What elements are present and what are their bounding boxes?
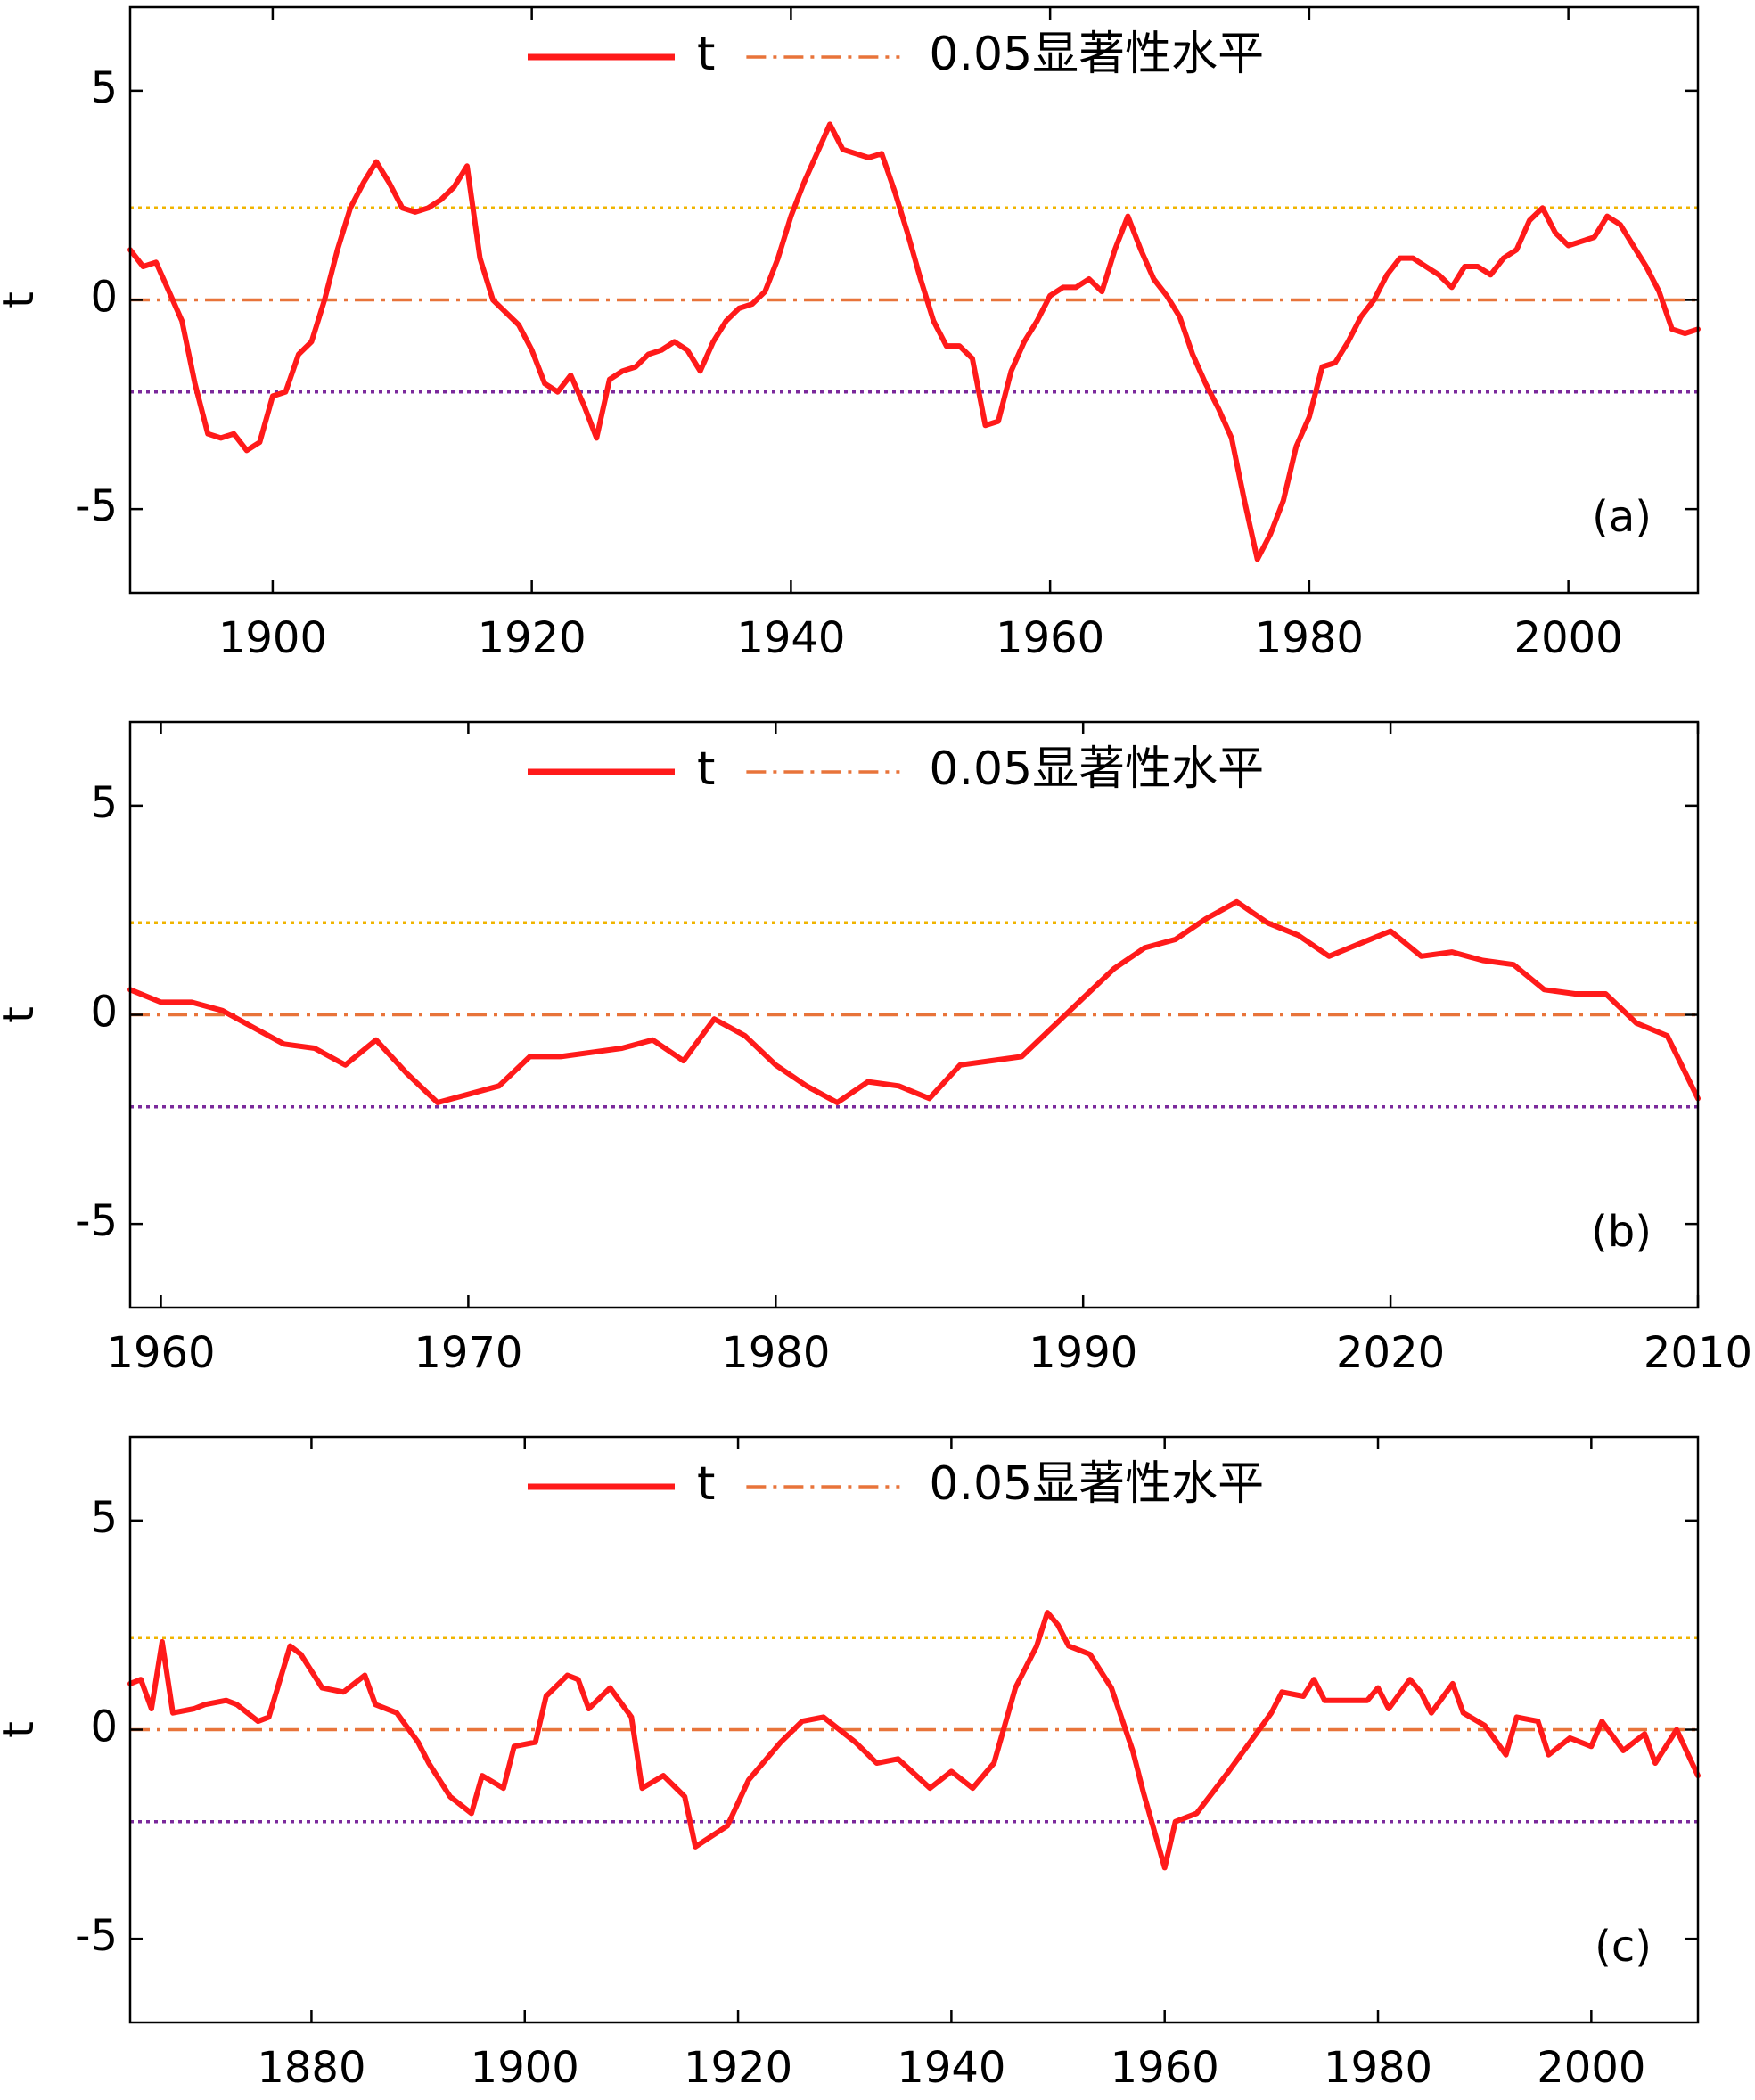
data-line: [127, 121, 1701, 562]
x-tick-label: 1980: [721, 1328, 830, 1378]
panel-label: (c): [1595, 1922, 1652, 1972]
panel-label: (b): [1591, 1207, 1652, 1257]
x-tick-label: 1940: [736, 613, 845, 663]
x-tick-label: 1960: [1111, 2043, 1219, 2093]
y-tick-label: 5: [90, 63, 118, 113]
y-tick-label: 5: [90, 1493, 118, 1543]
legend-text: t: [697, 28, 715, 81]
legend-text: 0.05显著性水平: [929, 1457, 1264, 1511]
y-tick-label: -5: [75, 1196, 118, 1246]
x-tick-label: 1940: [897, 2043, 1005, 2093]
x-tick-label: 1900: [218, 613, 327, 663]
x-tick-label: 2020: [1336, 1328, 1445, 1378]
y-axis-label: t: [0, 1006, 44, 1023]
x-tick-label: 1960: [106, 1328, 215, 1378]
y-tick-label: 5: [90, 778, 118, 828]
y-tick-label: 0: [90, 273, 118, 323]
x-tick-label: 1970: [414, 1328, 522, 1378]
x-tick-label: 1920: [684, 2043, 792, 2093]
x-tick-label: 1980: [1324, 2043, 1432, 2093]
data-line: [127, 898, 1701, 1105]
panel-label: (a): [1592, 492, 1652, 542]
legend-text: 0.05显著性水平: [929, 742, 1264, 796]
x-tick-label: 2000: [1537, 2043, 1645, 2093]
x-tick-label: 1960: [996, 613, 1104, 663]
data-line: [127, 1610, 1701, 1871]
x-tick-label: 2000: [1514, 613, 1623, 663]
y-axis-label: t: [0, 291, 44, 308]
y-tick-label: 0: [90, 988, 118, 1038]
legend-text: t: [697, 742, 715, 796]
x-tick-label: 1920: [478, 613, 586, 663]
x-tick-label: 1880: [257, 2043, 365, 2093]
y-tick-label: -5: [75, 1911, 118, 1961]
y-axis-label: t: [0, 1721, 44, 1738]
x-tick-label: 2010: [1644, 1328, 1752, 1378]
legend-text: t: [697, 1457, 715, 1511]
x-tick-label: 1990: [1029, 1328, 1137, 1378]
legend-text: 0.05显著性水平: [929, 28, 1264, 81]
x-tick-label: 1900: [471, 2043, 579, 2093]
x-tick-label: 1980: [1255, 613, 1364, 663]
y-tick-label: 0: [90, 1702, 118, 1752]
y-tick-label: -5: [75, 481, 118, 531]
